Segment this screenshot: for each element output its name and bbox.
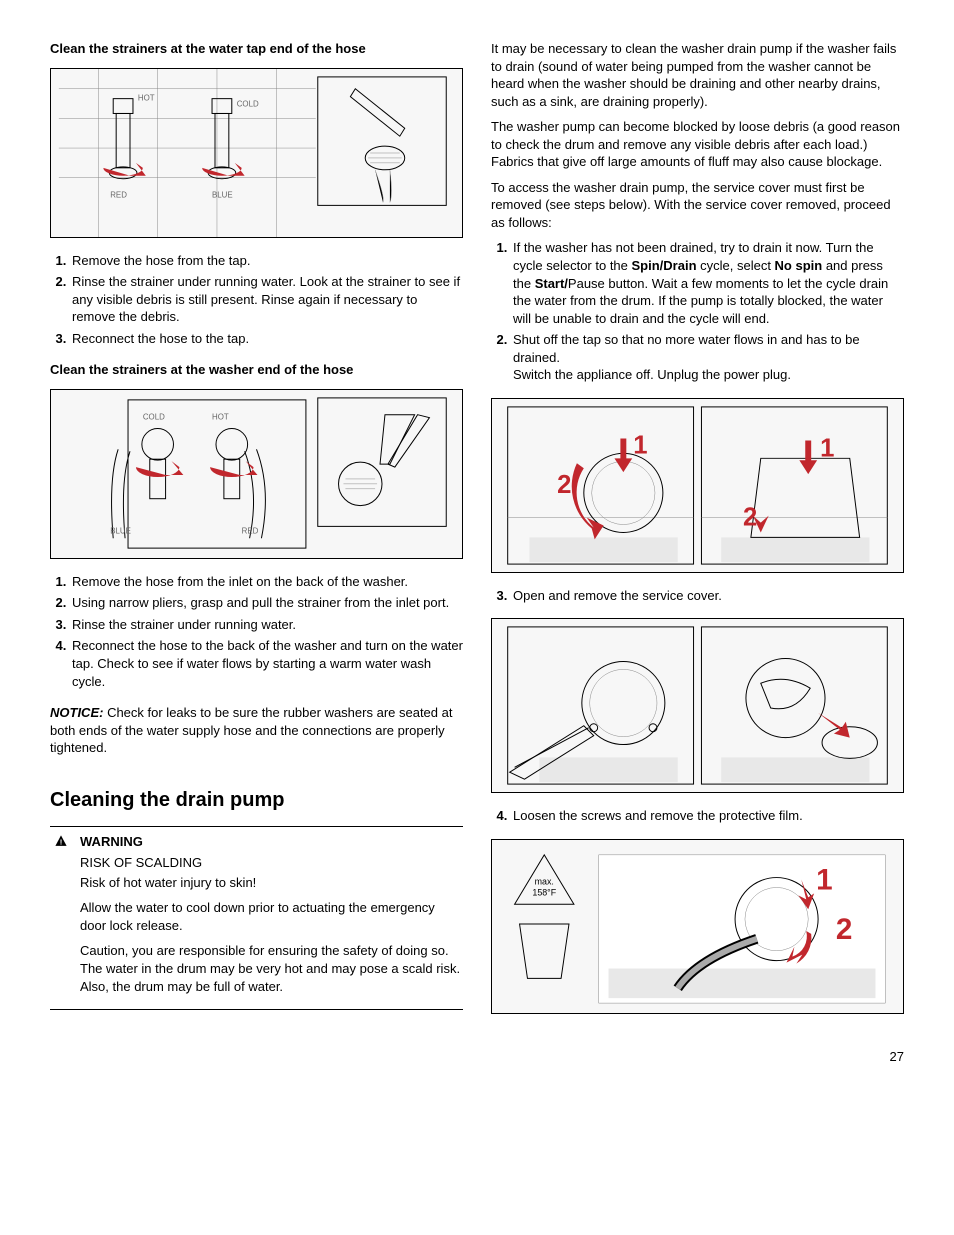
svg-text:2: 2	[836, 913, 853, 946]
figure-washer-strainer: COLD BLUE HOT RED	[50, 389, 463, 559]
list-drain-steps: If the washer has not been drained, try …	[491, 239, 904, 383]
svg-text:HOT: HOT	[212, 412, 229, 421]
left-column: Clean the strainers at the water tap end…	[50, 40, 463, 1028]
list-item: Using narrow pliers, grasp and pull the …	[70, 594, 463, 612]
svg-text:BLUE: BLUE	[110, 526, 131, 535]
svg-text:COLD: COLD	[143, 412, 165, 421]
figure-tap-strainer: HOT RED COLD BLUE	[50, 68, 463, 238]
svg-text:1: 1	[820, 434, 834, 462]
list-drain-steps-cont2: Loosen the screws and remove the protect…	[491, 807, 904, 825]
list-drain-steps-cont: Open and remove the service cover.	[491, 587, 904, 605]
warning-line: Allow the water to cool down prior to ac…	[80, 899, 463, 934]
subhead-tap-end: Clean the strainers at the water tap end…	[50, 40, 463, 58]
paragraph: The washer pump can become blocked by lo…	[491, 118, 904, 171]
svg-text:1: 1	[633, 431, 647, 459]
svg-text:RED: RED	[110, 190, 127, 199]
svg-text:BLUE: BLUE	[212, 190, 233, 199]
notice-label: NOTICE:	[50, 705, 103, 720]
subhead-washer-end: Clean the strainers at the washer end of…	[50, 361, 463, 379]
warning-line: Caution, you are responsible for ensurin…	[80, 942, 463, 995]
list-item: Reconnect the hose to the tap.	[70, 330, 463, 348]
figure-service-cover-open: 1 2 1 2	[491, 398, 904, 573]
svg-text:RED: RED	[242, 526, 259, 535]
svg-text:!: !	[60, 837, 63, 846]
svg-text:158°F: 158°F	[532, 887, 556, 897]
figure-remove-screws	[491, 618, 904, 793]
list-tap-steps: Remove the hose from the tap. Rinse the …	[50, 252, 463, 348]
paragraph: It may be necessary to clean the washer …	[491, 40, 904, 110]
figure-drain-hose: max. 158°F 1 2	[491, 839, 904, 1014]
notice-text: Check for leaks to be sure the rubber wa…	[50, 705, 452, 755]
warning-icon: !	[54, 834, 68, 848]
warning-line: Risk of hot water injury to skin!	[80, 874, 463, 892]
svg-text:HOT: HOT	[138, 93, 155, 102]
svg-text:COLD: COLD	[237, 99, 259, 108]
list-item: Rinse the strainer under running water.	[70, 616, 463, 634]
list-item: Open and remove the service cover.	[511, 587, 904, 605]
svg-text:1: 1	[816, 863, 833, 896]
right-column: It may be necessary to clean the washer …	[491, 40, 904, 1028]
list-item: Shut off the tap so that no more water f…	[511, 331, 904, 384]
warning-line: RISK OF SCALDING	[80, 854, 463, 872]
section-heading-drain-pump: Cleaning the drain pump	[50, 787, 463, 814]
list-washer-steps: Remove the hose from the inlet on the ba…	[50, 573, 463, 690]
list-item: Remove the hose from the inlet on the ba…	[70, 573, 463, 591]
warning-heading: ! WARNING	[80, 833, 463, 851]
list-item: Rinse the strainer under running water. …	[70, 273, 463, 326]
svg-text:2: 2	[557, 471, 571, 499]
svg-text:2: 2	[743, 503, 757, 531]
list-item: If the washer has not been drained, try …	[511, 239, 904, 327]
list-item: Loosen the screws and remove the protect…	[511, 807, 904, 825]
svg-text:max.: max.	[535, 876, 554, 886]
notice-paragraph: NOTICE: Check for leaks to be sure the r…	[50, 704, 463, 757]
list-item: Remove the hose from the tap.	[70, 252, 463, 270]
list-item: Reconnect the hose to the back of the wa…	[70, 637, 463, 690]
warning-block: ! WARNING RISK OF SCALDING Risk of hot w…	[50, 826, 463, 1010]
paragraph: To access the washer drain pump, the ser…	[491, 179, 904, 232]
page-number: 27	[50, 1048, 904, 1066]
